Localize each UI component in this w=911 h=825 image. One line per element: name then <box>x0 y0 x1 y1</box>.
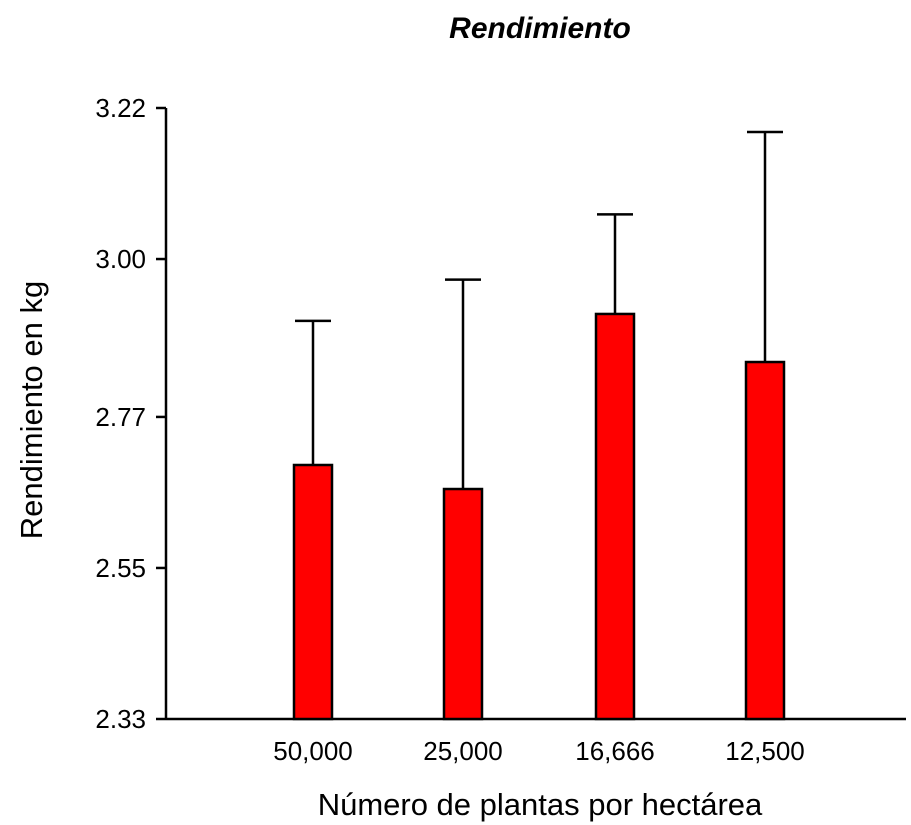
y-tick-label: 3.00 <box>95 244 146 274</box>
bar <box>594 312 636 721</box>
x-axis-ticks: 50,000 25,000 16,666 12,500 <box>273 736 805 766</box>
y-tick-label: 2.55 <box>95 553 146 583</box>
bar <box>744 360 786 721</box>
y-axis-ticks: 2.33 2.55 2.77 3.00 3.22 <box>95 93 166 734</box>
x-tick-label: 12,500 <box>725 736 805 766</box>
y-tick-label: 2.33 <box>95 704 146 734</box>
y-tick-label: 3.22 <box>95 93 146 123</box>
x-tick-label: 16,666 <box>575 736 655 766</box>
y-axis-label: Rendimiento en kg <box>14 281 49 540</box>
bar <box>442 487 484 721</box>
bar <box>292 463 334 721</box>
chart-title: Rendimiento <box>449 12 631 45</box>
x-axis-label: Número de plantas por hectárea <box>318 787 763 822</box>
x-tick-label: 50,000 <box>273 736 353 766</box>
x-tick-label: 25,000 <box>423 736 503 766</box>
bars <box>292 130 786 721</box>
y-tick-label: 2.77 <box>95 402 146 432</box>
